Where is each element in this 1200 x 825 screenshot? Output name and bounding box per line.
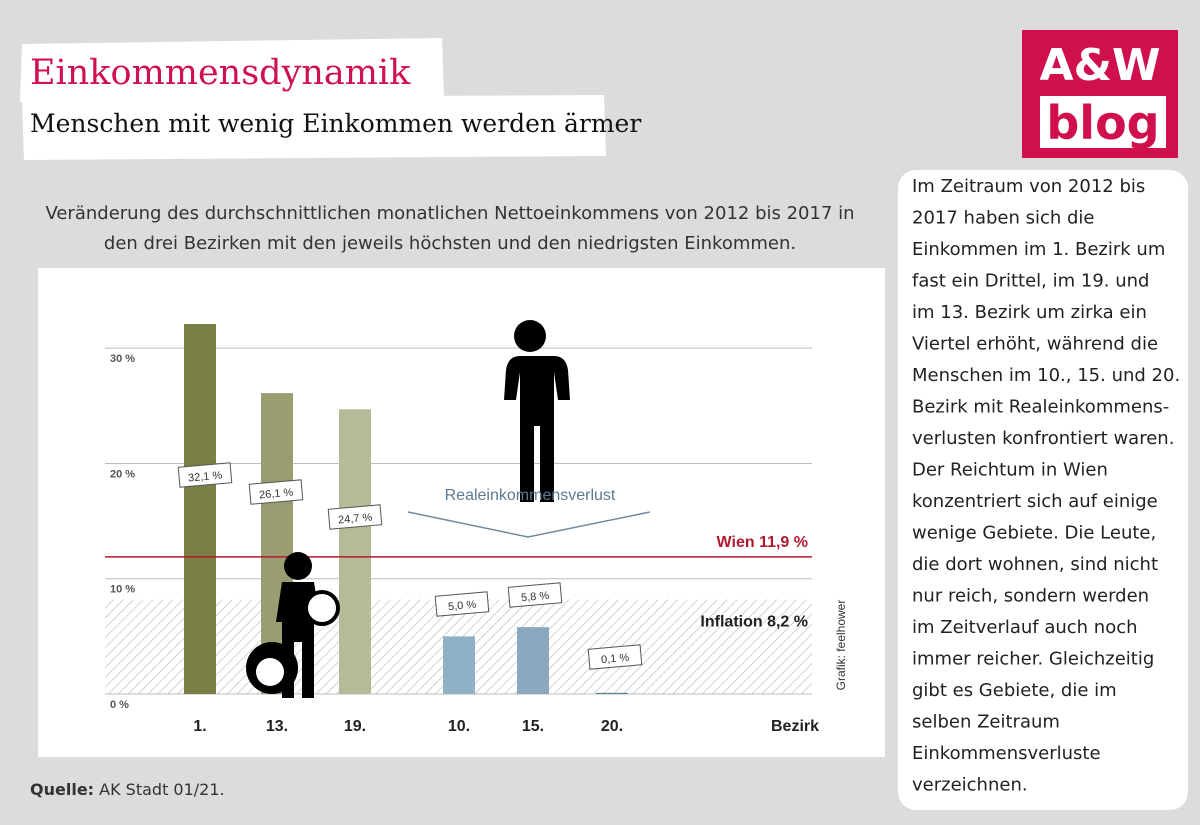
clock-icon: [304, 590, 340, 626]
value-label: 0,1 %: [601, 652, 630, 666]
sidebar-text: konzentriert sich auf einige: [912, 491, 1158, 512]
sidebar-text: gibt es Gebiete, die im: [912, 680, 1117, 701]
value-label-box: 5,8 %: [507, 582, 563, 608]
value-label: 5,8 %: [521, 590, 550, 604]
sidebar-text: im 13. Bezirk um zirka ein: [912, 302, 1147, 323]
subtitle-box: [22, 95, 606, 160]
sidebar-text: die dort wohnen, sind nicht: [912, 554, 1158, 575]
annotation: Realeinkommensverlust: [445, 487, 616, 504]
bar: [184, 323, 216, 694]
value-label-box: 0,1 %: [587, 644, 643, 670]
sidebar-text: wenige Gebiete. Die Leute,: [912, 523, 1156, 544]
logo-text: A&W: [1040, 40, 1161, 91]
label-box: [248, 479, 304, 505]
value-label-box: 26,1 %: [248, 479, 304, 505]
source: Quelle: AK Stadt 01/21.: [30, 780, 225, 799]
businessman-icon: [284, 552, 312, 580]
sidebar-text: verlusten konfrontiert waren.: [912, 428, 1174, 449]
logo-inner-box: [1040, 96, 1166, 148]
label-box: [507, 582, 563, 608]
y-tick-label: 30 %: [110, 353, 135, 365]
sidebar-text: selben Zeitraum: [912, 712, 1060, 733]
chart-caption: den drei Bezirken mit den jeweils höchst…: [104, 233, 796, 254]
sidebar-text: Einkommensverluste: [912, 743, 1101, 764]
value-label-box: 5,0 %: [434, 591, 490, 617]
value-label: 26,1 %: [259, 487, 294, 502]
title: Einkommensdynamik: [30, 53, 411, 93]
label-box: [327, 504, 383, 530]
value-label-box: 24,7 %: [327, 504, 383, 530]
sidebar-text: Menschen im 10., 15. und 20.: [912, 365, 1180, 386]
reference-label: Inflation 8,2 %: [700, 613, 808, 630]
person-icon: [514, 320, 546, 352]
reference-label: Wien 11,9 %: [717, 534, 808, 551]
label-box: [434, 591, 490, 617]
credit: Grafik: feelhower: [834, 600, 848, 691]
x-tick-label: 15.: [522, 718, 544, 735]
chart: 0 % 10 % 20 % 30 % 1. 13. 19. 10. 15. 20. Wien 11,…: [105, 320, 848, 735]
x-tick-label: 10.: [448, 718, 470, 735]
x-tick-label: 1.: [193, 718, 206, 735]
sidebar-text: Der Reichtum in Wien: [912, 460, 1108, 481]
y-tick-label: 20 %: [110, 468, 135, 480]
sidebar-text: Viertel erhöht, während die: [912, 334, 1158, 355]
y-tick-label: 0 %: [110, 699, 129, 711]
sidebar-text: 2017 haben sich die: [912, 208, 1095, 229]
x-tick-label: 20.: [601, 718, 623, 735]
sidebar-text: Bezirk mit Realeinkommens-: [912, 397, 1169, 418]
euro-icon: [256, 658, 284, 686]
subtitle: Menschen mit wenig Einkommen werden ärme…: [30, 109, 641, 138]
label-box: [587, 644, 643, 670]
sidebar-text: fast ein Drittel, im 19. und: [912, 271, 1149, 292]
bar: [517, 627, 549, 694]
x-tick-label: 13.: [266, 718, 288, 735]
source-text: AK Stadt 01/21.: [99, 780, 224, 799]
annotation-arrow: [407, 511, 651, 538]
value-label: 5,0 %: [448, 599, 477, 613]
value-label: 32,1 %: [188, 470, 223, 485]
source-label: Quelle:: [30, 780, 94, 799]
label-box: [177, 462, 233, 488]
sidebar-text: nur reich, sondern werden: [912, 586, 1149, 607]
bar: [596, 692, 628, 694]
sidebar-text: immer reicher. Gleichzeitig: [912, 649, 1154, 670]
sidebar-text: Im Zeitraum von 2012 bis: [912, 176, 1145, 197]
y-tick-label: 10 %: [110, 584, 135, 596]
sidebar-text: verzeichnen.: [912, 775, 1028, 796]
bar: [339, 409, 371, 694]
sidebar-text: im Zeitverlauf auch noch: [912, 617, 1138, 638]
value-label-box: 32,1 %: [177, 462, 233, 488]
chart-caption: Veränderung des durchschnittlichen monat…: [45, 203, 854, 224]
sidebar-box: [898, 170, 1188, 810]
sidebar: Im Zeitraum von 2012 bis 2017 haben sich …: [912, 176, 1180, 796]
value-label: 24,7 %: [338, 512, 373, 527]
title-box: [20, 38, 444, 102]
bar: [443, 636, 475, 694]
sidebar-text: Einkommen im 1. Bezirk um: [912, 239, 1165, 260]
x-tick-label: 19.: [344, 718, 366, 735]
person-icon: [504, 356, 570, 502]
logo-text: blog: [1046, 96, 1159, 150]
x-axis-label: Bezirk: [771, 718, 819, 735]
